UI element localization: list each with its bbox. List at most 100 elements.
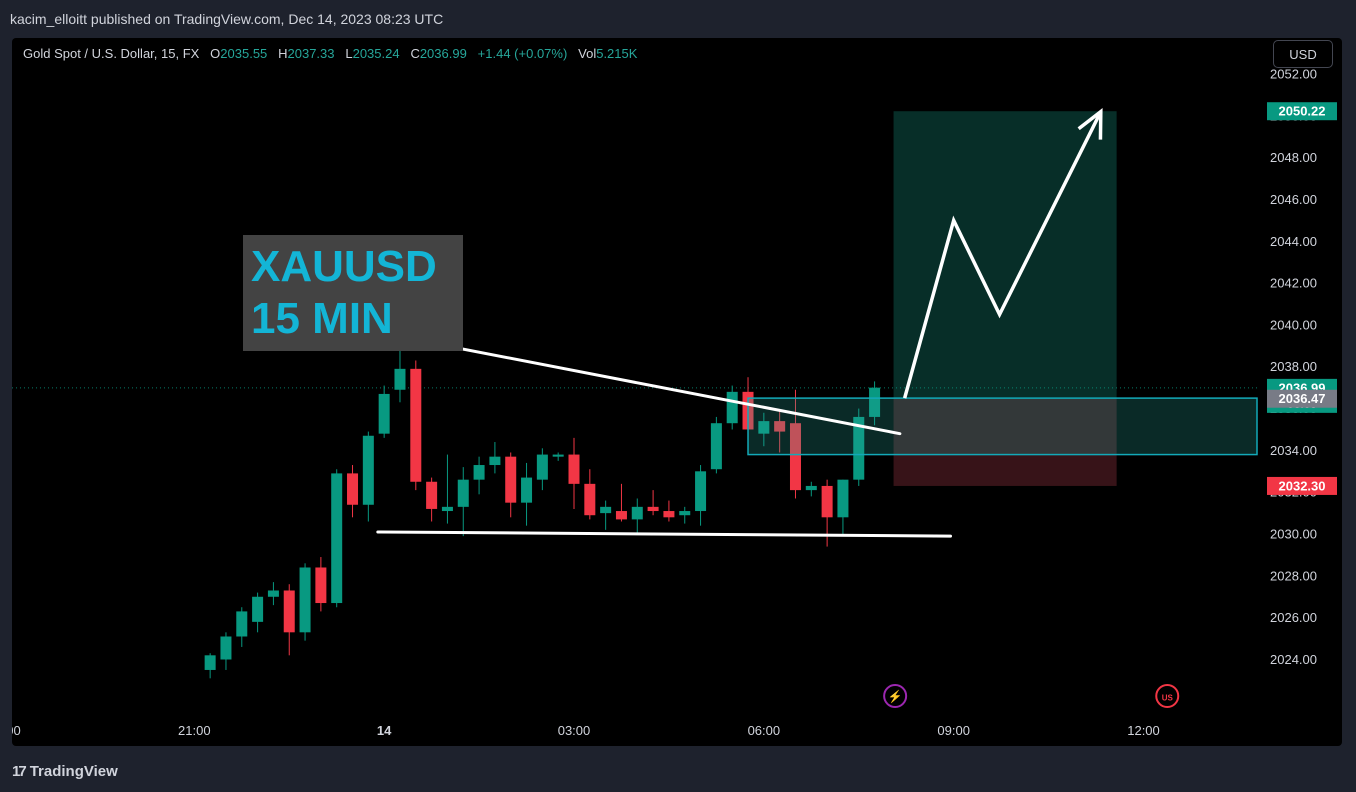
high-label: H — [278, 46, 288, 61]
tradingview-logo[interactable]: 17 TradingView — [12, 763, 118, 780]
footer: 17 TradingView — [0, 746, 1356, 792]
candle-body — [805, 485, 817, 491]
candle-body — [331, 473, 343, 604]
volume-label: Vol — [578, 46, 597, 61]
candle-body — [774, 421, 786, 432]
candle-body — [457, 479, 469, 507]
event-icon-glyph: ⚡ — [888, 690, 903, 704]
candle-body — [600, 506, 612, 514]
symbol-annotation[interactable]: XAUUSD 15 MIN — [243, 235, 463, 351]
price-label-text: 2032.30 — [1279, 478, 1326, 493]
tradingview-brand: TradingView — [29, 763, 118, 780]
x-tick-label: 03:00 — [558, 723, 591, 738]
candle-body — [204, 655, 216, 670]
path-arrow — [902, 110, 1103, 399]
low-label: L — [345, 46, 353, 61]
candle-body — [410, 368, 422, 482]
y-tick-label: 2042.00 — [1270, 276, 1317, 291]
trendline — [401, 335, 902, 436]
candle-body — [552, 454, 564, 457]
close-value: 2036.99 — [419, 46, 467, 61]
currency-button[interactable]: USD — [1273, 40, 1333, 68]
candle-body — [568, 454, 580, 484]
event-icon-ring — [883, 684, 908, 708]
change-value: +1.44 (+0.07%) — [477, 46, 568, 61]
us-flag-event-icon: US — [1155, 684, 1180, 708]
candle-body — [236, 611, 248, 637]
candle-body — [869, 387, 881, 417]
y-tick-label: 2052.00 — [1270, 67, 1317, 82]
price-label-bg — [1267, 102, 1337, 121]
candle-body — [821, 485, 833, 518]
candle-body — [837, 479, 849, 518]
lightning-event-icon: ⚡ — [883, 684, 908, 708]
candle-body — [647, 506, 659, 512]
x-tick-label: 14 — [377, 723, 392, 738]
y-tick-label: 2030.00 — [1270, 527, 1317, 542]
candle-body — [347, 473, 359, 505]
candle-body — [315, 567, 327, 604]
y-tick-label: 2026.00 — [1270, 610, 1317, 625]
candle-body — [362, 435, 374, 505]
price-label-bg — [1267, 476, 1337, 495]
candle-body — [695, 471, 707, 512]
x-tick-label: 06:00 — [748, 723, 781, 738]
y-tick-label: 2024.00 — [1270, 652, 1317, 667]
path-arrow-head — [1077, 108, 1103, 140]
candle-body — [220, 636, 232, 660]
candlestick-chart[interactable]: ⚡US 2052.002050.002048.002046.002044.002… — [12, 38, 1342, 746]
candle-body — [853, 416, 865, 480]
x-tick-label: 12:00 — [1127, 723, 1160, 738]
candle-body — [789, 423, 801, 491]
candle-body — [441, 506, 453, 512]
low-value: 2035.24 — [352, 46, 400, 61]
x-tick-label: 09:00 — [937, 723, 970, 738]
candle-body — [426, 481, 438, 509]
y-tick-label: 2044.00 — [1270, 234, 1317, 249]
tradingview-logo-icon: 17 — [12, 763, 27, 780]
candle-body — [394, 368, 406, 390]
target-zone — [893, 111, 1117, 399]
candle-body — [631, 506, 643, 520]
event-icon-ring — [1155, 684, 1180, 708]
candle-body — [679, 511, 691, 516]
chart-panel[interactable]: ⚡US 2052.002050.002048.002046.002044.002… — [12, 38, 1342, 746]
close-label: C — [410, 46, 420, 61]
price-label-text: 2036.47 — [1279, 391, 1326, 406]
y-tick-label: 2048.00 — [1270, 150, 1317, 165]
price-label-text: 2050.22 — [1279, 104, 1326, 119]
y-tick-label: 2028.00 — [1270, 568, 1317, 583]
candle-body — [726, 391, 738, 424]
annotation-line-1: XAUUSD — [251, 242, 437, 291]
trendline — [376, 530, 953, 538]
candle-body — [252, 596, 264, 622]
candle-body — [505, 456, 517, 503]
candle-body — [758, 421, 770, 434]
candle-body — [584, 483, 596, 516]
y-tick-label: 2038.00 — [1270, 359, 1317, 374]
candle-body — [378, 393, 390, 434]
publisher-line: kacim_elloitt published on TradingView.c… — [10, 11, 444, 27]
symbol-name: Gold Spot / U.S. Dollar, 15, FX — [23, 46, 200, 61]
x-tick-label: 18:00 — [12, 723, 21, 738]
candle-body — [663, 511, 675, 518]
candle-body — [521, 477, 533, 503]
candle-body — [489, 456, 501, 466]
candle-body — [473, 465, 485, 480]
open-value: 2035.55 — [220, 46, 268, 61]
volume-value: 5.215K — [596, 46, 638, 61]
annotation-line-2: 15 MIN — [251, 294, 393, 343]
y-tick-label: 2046.00 — [1270, 192, 1317, 207]
zone-rectangle — [747, 397, 1258, 456]
candle-body — [299, 567, 311, 633]
candle-body — [536, 454, 548, 480]
open-label: O — [210, 46, 221, 61]
event-icon-glyph: US — [1162, 694, 1174, 703]
candle-body — [283, 590, 295, 633]
candle-body — [615, 511, 627, 520]
y-tick-label: 2040.00 — [1270, 317, 1317, 332]
high-value: 2037.33 — [287, 46, 335, 61]
candle-body — [710, 423, 722, 470]
y-tick-label: 2034.00 — [1270, 443, 1317, 458]
x-tick-label: 21:00 — [178, 723, 211, 738]
